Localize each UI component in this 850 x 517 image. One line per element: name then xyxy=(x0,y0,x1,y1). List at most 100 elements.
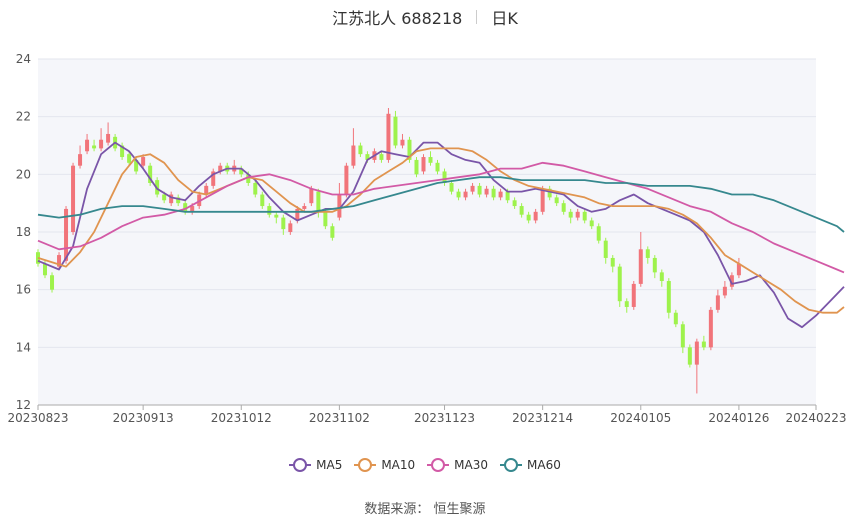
candle xyxy=(85,133,90,155)
candle xyxy=(148,162,153,186)
candle-body xyxy=(722,286,727,296)
candle-body xyxy=(386,113,391,160)
candle-body xyxy=(358,145,363,155)
candle-body xyxy=(344,165,349,195)
candle-body xyxy=(561,203,566,212)
candle-body xyxy=(603,240,608,258)
candle-body xyxy=(260,194,265,207)
candle-body xyxy=(498,191,503,198)
legend-label: MA10 xyxy=(381,458,416,472)
candle xyxy=(463,188,468,201)
legend-marker-icon xyxy=(500,458,523,472)
candle-body xyxy=(239,168,244,175)
candle xyxy=(393,110,398,149)
candle-body xyxy=(71,165,76,232)
candle-body xyxy=(463,191,468,198)
candle xyxy=(169,191,174,207)
legend-marker-icon xyxy=(354,458,377,472)
candle-body xyxy=(428,157,433,163)
candle-body xyxy=(78,154,83,166)
x-tick-label: 20231214 xyxy=(512,411,573,425)
candle-body xyxy=(435,162,440,172)
candle xyxy=(288,220,293,235)
candle xyxy=(680,321,685,354)
candle-body xyxy=(92,145,97,149)
candle xyxy=(722,281,727,299)
candle-body xyxy=(85,139,90,152)
y-tick-label: 20 xyxy=(16,167,31,181)
candle xyxy=(78,145,83,169)
candle xyxy=(526,211,531,224)
candle-body xyxy=(596,226,601,241)
candle-body xyxy=(554,197,559,204)
candle xyxy=(561,200,566,215)
candle xyxy=(64,206,69,264)
x-tick-label: 20230913 xyxy=(113,411,174,425)
legend-marker-icon xyxy=(427,458,450,472)
candle-body xyxy=(533,211,538,221)
candle-body xyxy=(393,116,398,146)
candle-body xyxy=(148,165,153,183)
candle-body xyxy=(57,255,62,267)
candle xyxy=(617,263,622,307)
candle-body xyxy=(645,249,650,258)
candle-body xyxy=(421,157,426,172)
candle xyxy=(379,151,384,163)
data-source: 数据来源： 恒生聚源 xyxy=(364,502,486,517)
candle-body xyxy=(505,191,510,201)
y-tick-label: 14 xyxy=(16,340,31,354)
candle xyxy=(386,108,391,163)
candle-body xyxy=(267,206,272,215)
candle xyxy=(512,197,517,209)
candle xyxy=(477,182,482,198)
candle xyxy=(673,309,678,328)
candle-body xyxy=(106,133,111,143)
legend-item-ma5[interactable]: MA5 xyxy=(289,458,342,472)
legend-item-ma10[interactable]: MA10 xyxy=(354,458,415,472)
x-tick-label: 20231102 xyxy=(309,411,370,425)
candle-body xyxy=(652,257,657,273)
candle xyxy=(659,269,664,287)
candle-body xyxy=(624,301,629,307)
candle-body xyxy=(449,182,454,192)
candle xyxy=(533,208,538,224)
candle xyxy=(141,154,146,169)
candle xyxy=(50,272,55,293)
candle-body xyxy=(302,206,307,209)
y-tick-label: 24 xyxy=(16,52,31,66)
candle-body xyxy=(323,211,328,227)
candle xyxy=(407,136,412,163)
candle xyxy=(596,223,601,244)
candle-body xyxy=(610,257,615,267)
candle-body xyxy=(568,211,573,218)
legend-label: MA5 xyxy=(316,458,343,472)
candle xyxy=(610,255,615,273)
candle xyxy=(456,188,461,201)
legend-item-ma60[interactable]: MA60 xyxy=(500,458,561,472)
candle-body xyxy=(211,171,216,186)
candle xyxy=(57,252,62,270)
candle-body xyxy=(169,194,174,204)
legend-item-ma30[interactable]: MA30 xyxy=(427,458,488,472)
candle xyxy=(449,180,454,195)
y-tick-label: 12 xyxy=(16,398,31,412)
candle-body xyxy=(253,182,258,195)
candle-body xyxy=(638,249,643,284)
candle-body xyxy=(379,154,384,160)
candle xyxy=(624,298,629,313)
legend-marker-icon xyxy=(289,458,312,472)
candle-body xyxy=(673,312,678,325)
series-line-ma10 xyxy=(37,147,845,314)
candle-body xyxy=(351,145,356,166)
x-tick-label: 20240126 xyxy=(708,411,769,425)
candle xyxy=(589,217,594,230)
candle-body xyxy=(701,341,706,348)
candle xyxy=(239,165,244,178)
candle-body xyxy=(617,266,622,302)
candle-body xyxy=(526,214,531,221)
x-tick-label: 20231123 xyxy=(414,411,475,425)
candle-body xyxy=(687,347,692,365)
candle xyxy=(71,162,76,235)
candle-body xyxy=(190,206,195,212)
candle-body xyxy=(246,174,251,183)
